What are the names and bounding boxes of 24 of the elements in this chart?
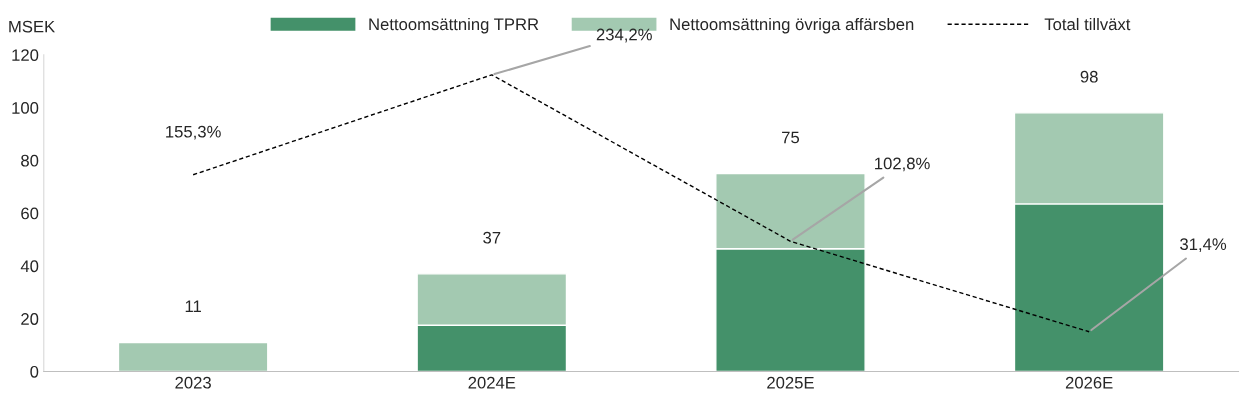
y-tick-label: 0	[30, 365, 39, 378]
y-tick-label: 120	[12, 49, 39, 62]
total-label: 98	[1080, 70, 1098, 83]
legend-label: Total tillväxt	[1044, 17, 1131, 31]
x-tick-label: 2026E	[1065, 376, 1113, 389]
legend-label: Nettoomsättning TPRR	[369, 17, 539, 34]
bar	[117, 341, 269, 372]
y-axis-title: MSEK	[9, 20, 55, 33]
y-tick-label: 20	[21, 313, 39, 325]
y-tick-label: 40	[20, 260, 39, 273]
x-tick-label: 2023	[175, 376, 211, 389]
data-label: 31,4%	[1180, 238, 1227, 253]
y-tick-label: 80	[21, 154, 39, 167]
data-label: 155,3%	[166, 125, 221, 140]
x-tick-label: 2025E	[767, 376, 814, 389]
total-label: 37	[483, 231, 501, 244]
y-tick-label: 100	[12, 101, 39, 114]
y-tick-label: 60	[21, 207, 39, 220]
total-label: 75	[782, 131, 800, 144]
x-tick-label: 2024E	[468, 376, 516, 389]
data-label: 102,8%	[875, 157, 930, 172]
total-label: 11	[185, 300, 201, 313]
legend-label: Nettoomsättning övriga affärsben	[670, 17, 914, 34]
data-label: 234,2%	[596, 28, 652, 43]
